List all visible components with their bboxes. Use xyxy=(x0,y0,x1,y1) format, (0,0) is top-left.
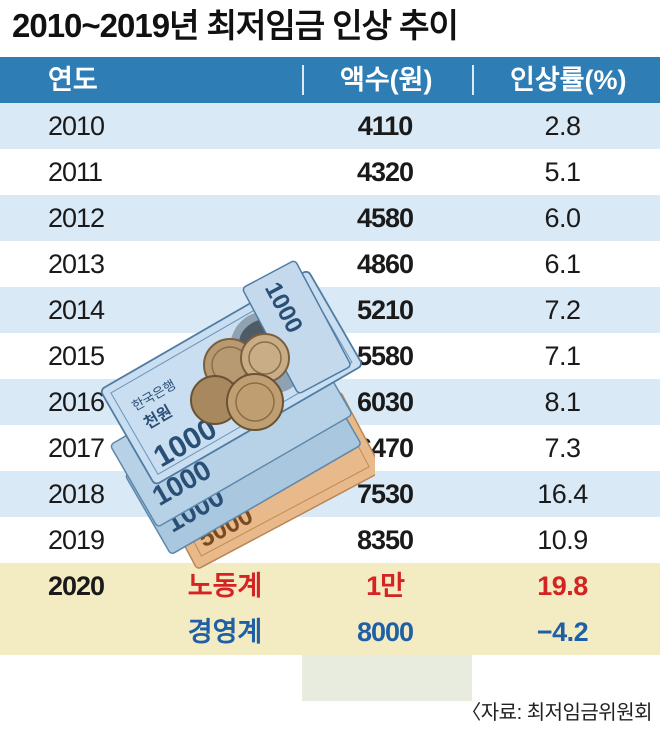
header-amount: 액수(원) xyxy=(340,65,433,95)
table-row: 2011 4320 5.1 xyxy=(0,149,660,195)
page-title: 2010~2019년 최저임금 인상 추이 xyxy=(12,7,459,44)
table-row: 2019 8350 10.9 xyxy=(0,517,660,563)
rate-cell: 16.4 xyxy=(537,479,588,509)
rate-cell: 2.8 xyxy=(544,111,581,141)
year-cell: 2017 xyxy=(48,433,105,463)
year-cell: 2011 xyxy=(48,157,103,187)
table-header: 연도 액수(원) 인상률(%) xyxy=(0,57,660,103)
labor-group-label: 노동계 xyxy=(187,571,263,601)
amount-cell: 5210 xyxy=(356,295,414,325)
year-cell: 2019 xyxy=(48,525,105,555)
management-amount: 8000 xyxy=(356,617,414,647)
year-cell: 2013 xyxy=(48,249,105,279)
amount-cell: 8350 xyxy=(356,525,414,555)
amount-cell: 4860 xyxy=(356,249,414,279)
coins xyxy=(190,333,290,431)
rate-cell: 7.1 xyxy=(544,341,581,371)
amount-cell: 6030 xyxy=(356,387,414,417)
rate-cell: 6.1 xyxy=(544,249,581,279)
table-row: 2013 4860 6.1 xyxy=(0,241,660,287)
rate-cell: 10.9 xyxy=(537,525,588,555)
table-row: 2010 4110 2.8 xyxy=(0,103,660,149)
rate-cell: 7.3 xyxy=(544,433,581,463)
amount-cell: 4110 xyxy=(357,111,414,141)
year-cell: 2018 xyxy=(48,479,105,509)
year-cell: 2015 xyxy=(48,341,105,371)
header-rate: 인상률(%) xyxy=(510,65,627,95)
proposal-row-management: 경영계 8000 −4.2 xyxy=(0,609,660,655)
year-cell: 2010 xyxy=(48,111,105,141)
amount-cell: 7530 xyxy=(356,479,414,509)
header-divider xyxy=(302,65,304,95)
minimum-wage-table: 연도 액수(원) 인상률(%) 2010 4110 2.8 2011 4320 … xyxy=(0,57,660,701)
amount-cell: 4320 xyxy=(356,157,414,187)
banknotes-coins-illustration: 5000 1000 1000 한국은행 천원 1000 1000 xyxy=(100,260,375,569)
rate-cell: 6.0 xyxy=(544,203,581,233)
rate-cell: 5.1 xyxy=(544,157,581,187)
amount-cell: 5580 xyxy=(356,341,414,371)
source-note: 〈자료: 최저임금위원회 xyxy=(461,702,652,724)
amount-cell: 4580 xyxy=(356,203,414,233)
proposal-year: 2020 xyxy=(48,571,105,601)
year-cell: 2016 xyxy=(48,387,105,417)
table-row: 2012 4580 6.0 xyxy=(0,195,660,241)
management-rate: −4.2 xyxy=(536,617,589,647)
year-cell: 2012 xyxy=(48,203,105,233)
banknote-1000-corner: 1000 xyxy=(242,260,351,394)
header-year: 연도 xyxy=(48,65,98,95)
labor-rate: 19.8 xyxy=(537,571,588,601)
management-group-label: 경영계 xyxy=(187,617,263,647)
header-divider xyxy=(472,65,474,95)
rate-cell: 8.1 xyxy=(544,387,581,417)
labor-amount: 1만 xyxy=(366,571,405,601)
year-cell: 2014 xyxy=(48,295,105,325)
rate-cell: 7.2 xyxy=(544,295,581,325)
proposal-row-labor: 2020 노동계 1만 19.8 xyxy=(0,563,660,609)
